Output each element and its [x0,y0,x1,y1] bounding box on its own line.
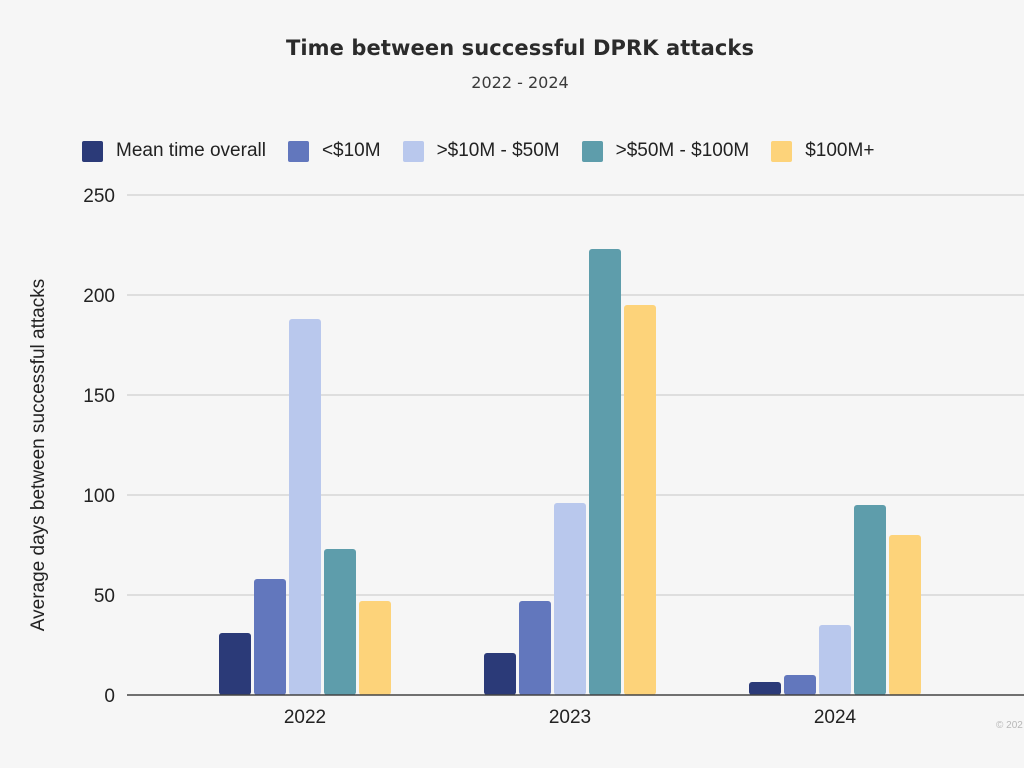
legend-item-under-10m: <$10M [287,140,381,162]
chart-title: Time between successful DPRK attacks [285,36,755,60]
legend-swatch [771,140,793,162]
bar-2022-2 [289,319,321,695]
copyright-text: © 202 [996,720,1023,731]
bar-2023-2 [554,503,586,695]
legend-label: $100M+ [805,140,875,161]
bar-2024-0 [749,682,781,695]
y-axis-label: Average days between successful attacks [28,279,49,631]
y-tick-label: 100 [83,486,115,507]
legend-item-100m-plus: $100M+ [771,140,874,162]
legend-item-10m-50m: >$10M - $50M [402,140,560,162]
bar-2022-1 [254,579,286,695]
legend-label: <$10M [321,140,381,161]
chart-legend: Mean time overall <$10M >$10M - $50M >$5… [82,140,896,162]
x-tick-label: 2023 [549,707,591,728]
legend-swatch [581,140,603,162]
bar-2022-3 [324,549,356,695]
bar-2024-2 [819,625,851,695]
legend-swatch [287,140,309,162]
bar-2024-4 [889,535,921,695]
legend-label: Mean time overall [116,140,266,161]
y-tick-label: 200 [83,286,115,307]
bar-2024-1 [784,675,816,695]
bar-2022-0 [219,633,251,695]
y-tick-label: 0 [104,686,115,707]
y-tick-label: 250 [83,186,115,207]
bar-2024-3 [854,505,886,695]
chart-subtitle: 2022 - 2024 [471,73,569,92]
bar-2023-0 [484,653,516,695]
legend-label: >$50M - $100M [615,140,750,161]
legend-item-50m-100m: >$50M - $100M [581,140,750,162]
legend-swatch [82,140,103,162]
bar-2022-4 [359,601,391,695]
bar-2023-4 [624,305,656,695]
legend-item-mean-time-overall: Mean time overall [82,140,266,162]
y-axis-ticks: 0 50 100 150 200 250 [83,186,115,707]
x-axis-ticks: 2022 2023 2024 [284,707,857,728]
y-tick-label: 50 [94,586,115,607]
legend-swatch [402,140,424,162]
bar-2023-1 [519,601,551,695]
y-tick-label: 150 [83,386,115,407]
bar-2023-3 [589,249,621,695]
x-tick-label: 2024 [814,707,857,728]
x-tick-label: 2022 [284,707,326,728]
legend-label: >$10M - $50M [436,140,560,161]
bars [219,249,921,695]
